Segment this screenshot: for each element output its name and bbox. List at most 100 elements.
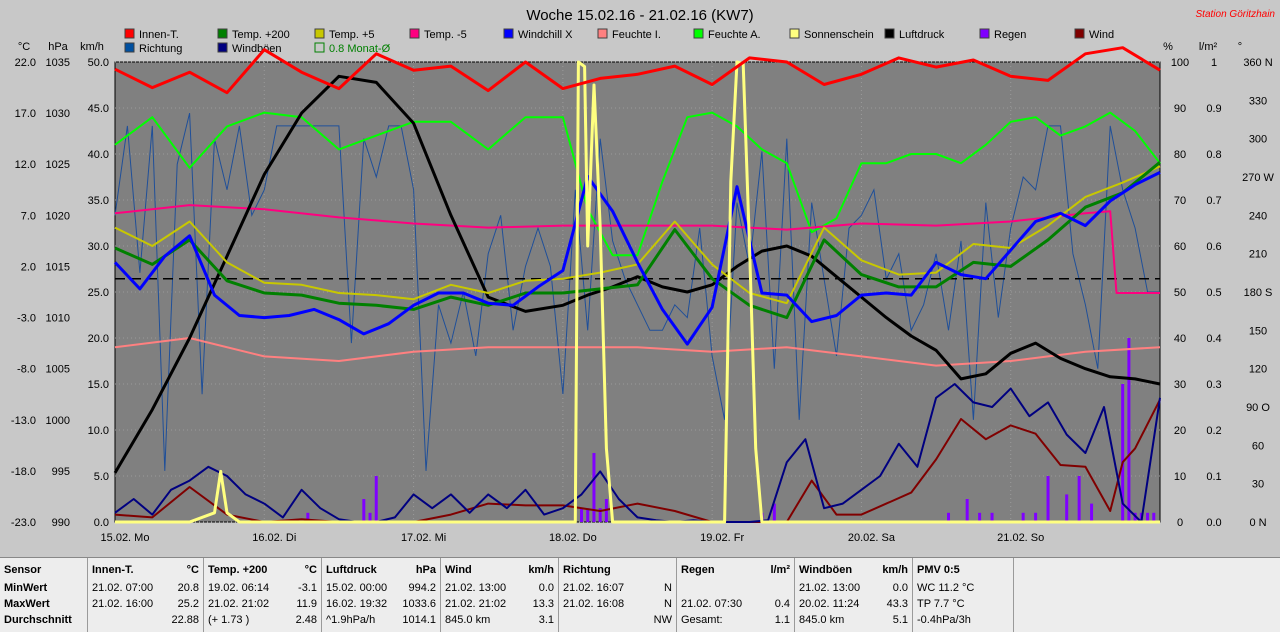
stats-row-header: Regen l/m²	[681, 564, 790, 580]
temp-unit-label: °C	[18, 41, 30, 53]
rain-tick: 0.6	[1206, 241, 1221, 253]
stats-row-max: 16.02. 19:32 1033.6	[326, 598, 436, 614]
legend-label: Windchill X	[518, 29, 573, 41]
rain-bar	[586, 508, 590, 522]
stats-cell-label: 20.02. 11:24	[799, 598, 860, 610]
humidity-tick: 60	[1174, 241, 1186, 253]
wind-tick: 45.0	[88, 103, 109, 115]
stats-cell-label: 21.02. 07:30	[681, 598, 743, 610]
rain-tick: 0.7	[1206, 195, 1221, 207]
series-temp-5	[114, 204, 1160, 294]
rain-bar	[1127, 338, 1131, 522]
rain-bar	[978, 512, 982, 522]
legend-swatch	[884, 28, 895, 39]
stats-row-avg: 845.0 km 3.1	[445, 614, 554, 630]
dir-tick: 210	[1249, 249, 1267, 261]
temp-tick: -18.0	[11, 466, 36, 478]
legend-label: Feuchte I.	[612, 29, 661, 41]
rain-tick: 0.8	[1206, 149, 1221, 161]
series-richtung	[114, 112, 1160, 471]
stats-row-min: 21.02. 13:00 0.0	[445, 582, 554, 598]
stats-cell-value: 13.3	[532, 598, 554, 610]
legend-label: 0.8 Monat-Ø	[329, 43, 391, 55]
humidity-tick: 40	[1174, 333, 1186, 345]
stats-row-header: Windböen km/h	[799, 564, 908, 580]
humidity-tick: 80	[1174, 149, 1186, 161]
rain-bar	[1065, 494, 1069, 522]
rain-bar	[1090, 503, 1094, 522]
stats-cell-value: 3.1	[538, 614, 554, 626]
stats-header: Sensor	[4, 564, 42, 576]
stats-cell-value: 11.9	[296, 598, 317, 610]
plot-area	[114, 61, 1161, 523]
series-windb-en	[114, 383, 1161, 523]
wind-tick: 10.0	[88, 425, 109, 437]
legend-swatch	[503, 28, 514, 39]
wind-tick: 35.0	[88, 195, 109, 207]
stats-cell-label: TP 7.7 °C	[917, 598, 965, 610]
rain-bar	[1146, 512, 1150, 522]
rain-bar	[368, 512, 372, 522]
pressure-tick: 1035	[46, 57, 70, 69]
stats-row-avg: Gesamt: 1.1	[681, 614, 790, 630]
temp-tick: -13.0	[11, 415, 36, 427]
stats-cell-value: 0.0	[538, 582, 554, 594]
humidity-tick: 100	[1171, 57, 1189, 69]
pressure-tick: 1005	[46, 364, 70, 376]
stats-row-header: Temp. +200 °C	[208, 564, 317, 580]
humidity-tick: 90	[1174, 103, 1186, 115]
temp-tick: 17.0	[15, 108, 36, 120]
stats-row-min: 21.02. 07:00 20.8	[92, 582, 199, 598]
stats-cell-value: °C	[186, 564, 199, 576]
weather-chart: Woche 15.02.16 - 21.02.16 (KW7) Station G…	[10, 7, 1276, 544]
legend-swatch	[979, 28, 990, 39]
dir-tick: 30	[1252, 479, 1264, 491]
stats-row-max: 20.02. 11:24 43.3	[799, 598, 908, 614]
temp-tick: 2.0	[21, 261, 36, 273]
stats-row-header: Richtung	[563, 564, 672, 580]
pressure-tick: 1015	[46, 261, 70, 273]
dir-tick: 300	[1249, 134, 1267, 146]
stats-cell-label: 845.0 km	[799, 614, 845, 626]
stats-cell-value: N	[664, 582, 672, 594]
stats-cell-value: km/h	[882, 564, 908, 576]
wind-unit-label: km/h	[80, 41, 104, 53]
rain-bar	[947, 512, 951, 522]
dir-tick: 270 W	[1242, 172, 1274, 184]
stats-max-label: MaxWert	[4, 598, 50, 610]
legend-label: Regen	[994, 29, 1026, 41]
stats-cell-label: 15.02. 00:00	[326, 582, 388, 594]
stats-cell-value: 1033.6	[402, 598, 436, 610]
stats-cell-value: 20.8	[177, 582, 199, 594]
stats-row-avg: -0.4hPa/3h	[917, 614, 1009, 630]
stats-cell-label: Gesamt:	[681, 614, 723, 626]
legend-swatch	[124, 28, 135, 39]
series-windchill-x	[113, 171, 1161, 346]
rain-bar	[990, 512, 994, 522]
stats-row-min: WC 11.2 °C	[917, 582, 1009, 598]
legend-label: Innen-T.	[139, 29, 179, 41]
legend-label: Sonnenschein	[804, 29, 874, 41]
wind-tick: 40.0	[88, 149, 109, 161]
stats-row-max: 21.02. 21:02 13.3	[445, 598, 554, 614]
legend-swatch	[789, 28, 800, 39]
stats-min-label: MinWert	[4, 582, 48, 594]
legend-label: Temp. -5	[424, 29, 467, 41]
humidity-unit-label: %	[1163, 41, 1173, 53]
stats-cell-label: ^1.9hPa/h	[326, 614, 376, 626]
stats-row-header: PMV 0:5	[917, 564, 1009, 580]
stats-row-header: Luftdruck hPa	[326, 564, 436, 580]
wind-tick: 5.0	[94, 471, 109, 483]
rain-bar	[1021, 512, 1025, 522]
stats-col-pmv: PMV 0:5 WC 11.2 °C TP 7.7 °C -0.4hPa/3h	[913, 558, 1014, 632]
rain-tick: 1	[1211, 57, 1217, 69]
dir-tick: 120	[1249, 364, 1267, 376]
legend-label: Temp. +200	[232, 29, 290, 41]
rain-bar	[1152, 512, 1156, 522]
stats-cell-label: Wind	[445, 564, 472, 576]
stats-cell-label: 21.02. 13:00	[445, 582, 507, 594]
stats-cell-label: (+ 1.73 )	[208, 614, 250, 626]
pressure-unit-label: hPa	[48, 41, 68, 53]
wind-tick: 15.0	[88, 379, 109, 391]
stats-table: Sensor MinWert MaxWert Durchschnitt Inne…	[0, 557, 1280, 632]
